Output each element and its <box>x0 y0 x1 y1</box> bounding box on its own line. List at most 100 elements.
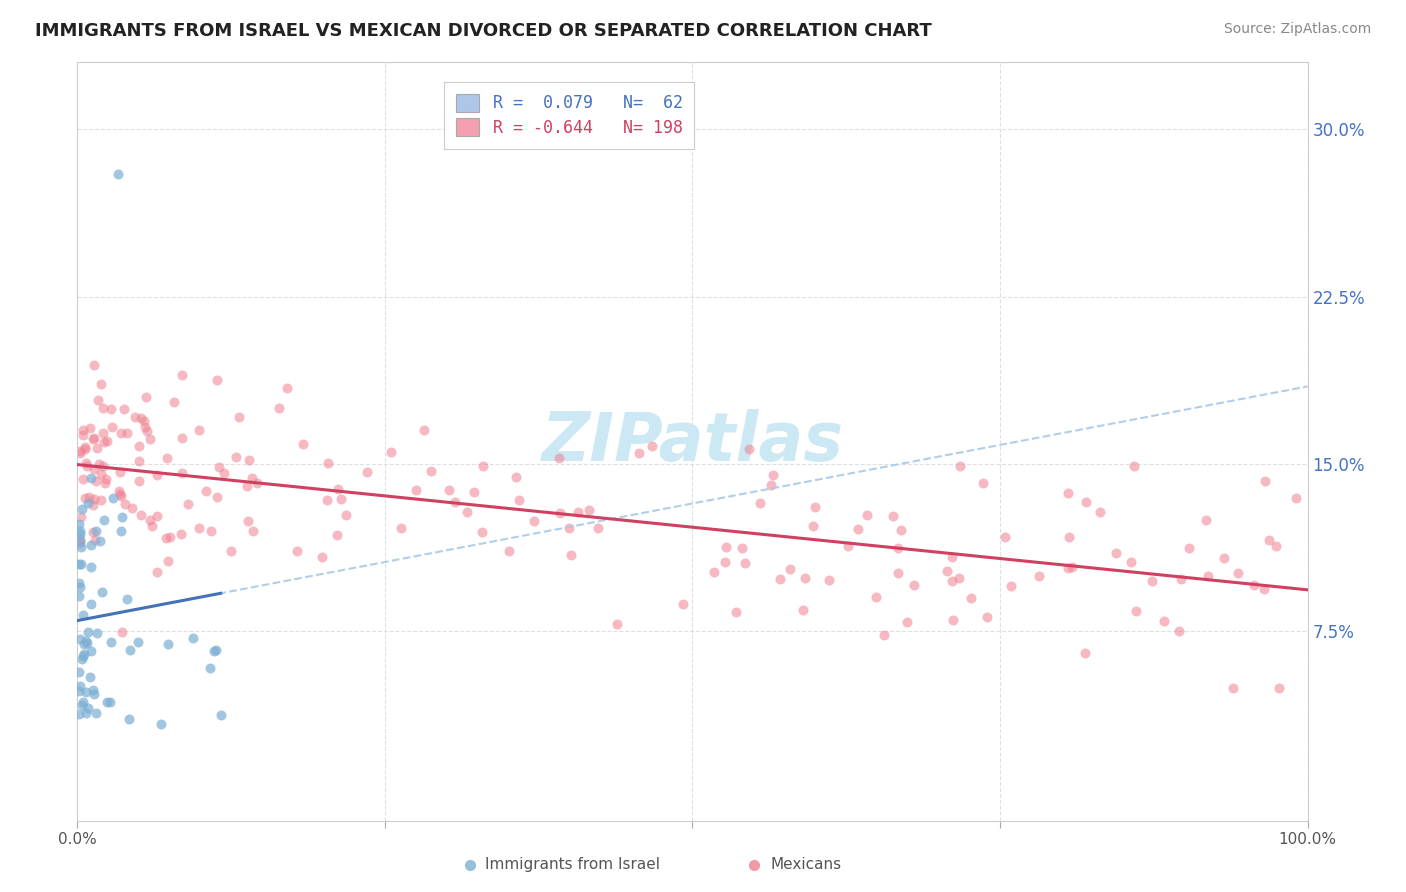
Point <box>156 450 179 465</box>
Point <box>1253 582 1275 597</box>
Point <box>72 698 94 712</box>
Point <box>856 508 879 523</box>
Point <box>523 514 546 528</box>
Point <box>567 505 589 519</box>
Text: Immigrants from Israel: Immigrants from Israel <box>485 857 661 872</box>
Point <box>77 490 100 504</box>
Point <box>163 395 186 409</box>
Point <box>90 377 112 392</box>
Point <box>380 445 402 459</box>
Point <box>890 523 912 537</box>
Point <box>136 424 159 438</box>
Point <box>779 562 801 576</box>
Point <box>896 615 918 629</box>
Point <box>200 524 222 538</box>
Legend: R =  0.079   N=  62, R = -0.644   N= 198: R = 0.079 N= 62, R = -0.644 N= 198 <box>444 82 695 149</box>
Point <box>714 555 737 569</box>
Point <box>75 633 97 648</box>
Point <box>111 624 134 639</box>
Point <box>96 695 118 709</box>
Point <box>219 544 242 558</box>
Point <box>389 521 412 535</box>
Point <box>80 560 103 574</box>
Point <box>69 444 91 458</box>
Point <box>75 457 97 471</box>
Point <box>127 634 149 648</box>
Point <box>124 409 146 424</box>
Point <box>1142 574 1164 588</box>
Point <box>1195 513 1218 527</box>
Point <box>77 496 100 510</box>
Point <box>1285 491 1308 505</box>
Point <box>129 508 152 523</box>
Point <box>1074 495 1097 509</box>
Point <box>69 532 91 546</box>
Point <box>1125 605 1147 619</box>
Point <box>72 472 94 486</box>
Point <box>1153 614 1175 628</box>
Point <box>818 573 841 587</box>
Point <box>67 516 90 531</box>
Point <box>960 591 983 605</box>
Point <box>994 530 1017 544</box>
Point <box>703 566 725 580</box>
Point <box>1178 541 1201 556</box>
Point <box>316 456 339 470</box>
Point <box>936 564 959 578</box>
Point <box>96 434 118 449</box>
Point <box>94 476 117 491</box>
Point <box>437 483 460 497</box>
Point <box>67 707 90 722</box>
Point <box>77 625 100 640</box>
Point <box>83 462 105 476</box>
Point <box>69 524 91 538</box>
Point <box>887 566 910 581</box>
Point <box>69 632 91 647</box>
Point <box>82 498 104 512</box>
Point <box>111 510 134 524</box>
Point <box>1168 624 1191 638</box>
Point <box>170 526 193 541</box>
Point <box>1056 561 1078 575</box>
Point <box>734 556 756 570</box>
Point <box>69 536 91 550</box>
Point <box>205 373 228 387</box>
Point <box>315 493 337 508</box>
Point <box>93 434 115 449</box>
Text: Source: ZipAtlas.com: Source: ZipAtlas.com <box>1223 22 1371 37</box>
Point <box>444 495 467 509</box>
Point <box>846 522 869 536</box>
Point <box>159 530 181 544</box>
Point <box>107 167 129 181</box>
Point <box>606 616 628 631</box>
Point <box>172 466 194 480</box>
Point <box>209 708 232 723</box>
Point <box>83 492 105 507</box>
Point <box>716 540 738 554</box>
Point <box>132 414 155 428</box>
Point <box>73 491 96 505</box>
Point <box>110 425 132 440</box>
Point <box>1227 566 1250 580</box>
Point <box>949 459 972 474</box>
Point <box>1222 681 1244 695</box>
Point <box>157 637 180 651</box>
Point <box>672 597 695 611</box>
Point <box>90 585 112 599</box>
Point <box>69 557 91 571</box>
Point <box>118 643 141 657</box>
Point <box>170 431 193 445</box>
Point <box>1243 578 1265 592</box>
Point <box>285 544 308 558</box>
Point <box>146 565 169 579</box>
Point <box>641 439 664 453</box>
Point <box>557 521 579 535</box>
Point <box>90 467 112 481</box>
Point <box>86 441 108 455</box>
Point <box>1090 505 1112 519</box>
Point <box>762 467 785 482</box>
Point <box>1105 546 1128 560</box>
Point <box>149 716 172 731</box>
Point <box>1122 459 1144 474</box>
Point <box>246 475 269 490</box>
